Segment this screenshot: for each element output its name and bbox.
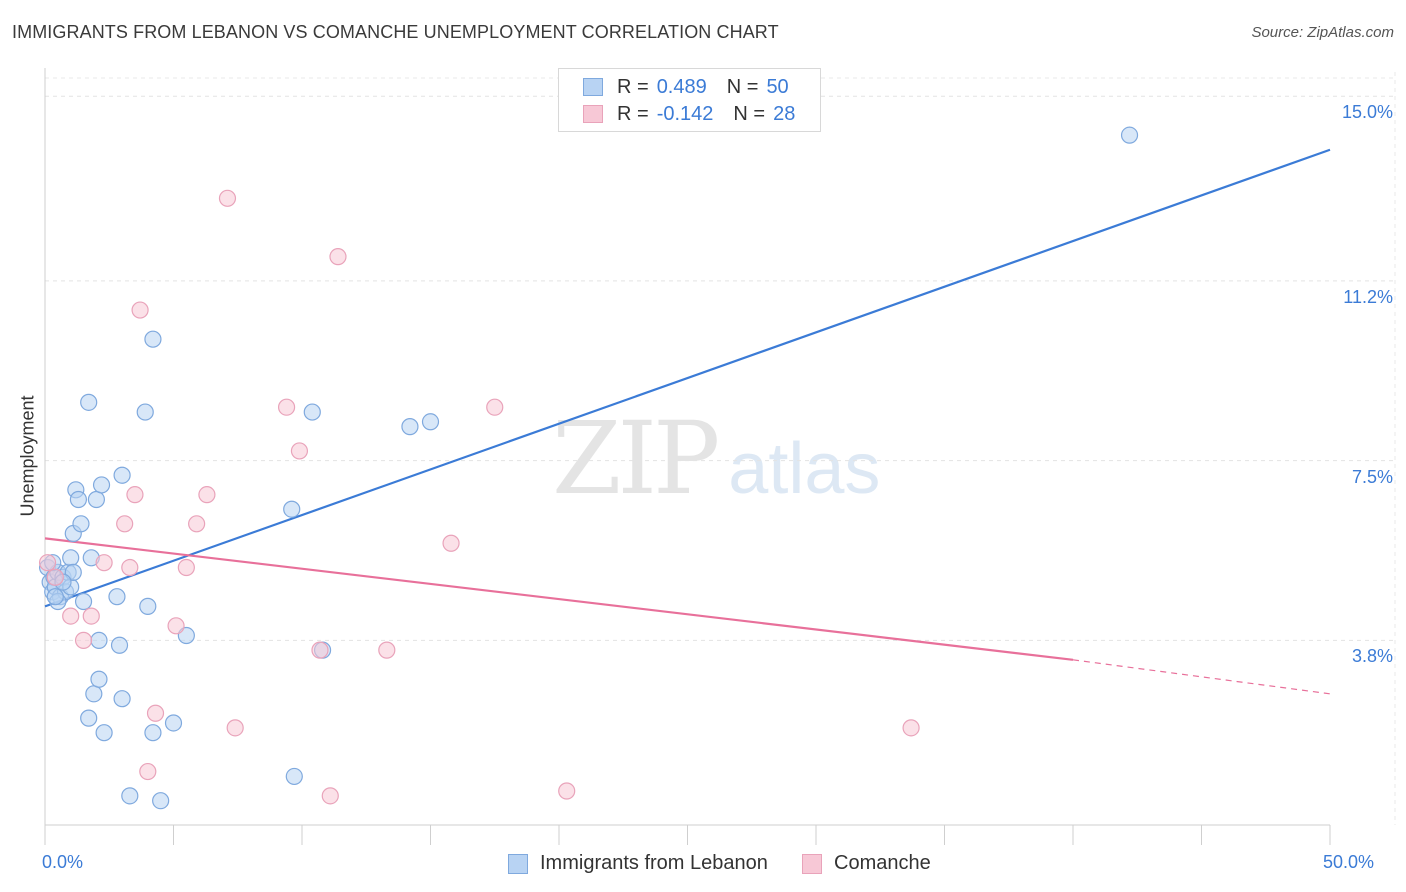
legend-n-value: 50 [766,75,789,98]
legend-n-label: N = [733,102,766,125]
trend-lines [44,148,1331,695]
y-tick-label: 15.0% [1341,102,1393,123]
bottom-legend-label: Comanche [834,852,931,874]
point-lebanon [303,403,321,421]
point-comanche [329,248,347,266]
point-lebanon [95,724,113,742]
point-comanche [139,762,157,781]
point-lebanon [74,592,93,611]
point-lebanon [1120,126,1139,144]
point-lebanon [285,767,303,786]
point-comanche [311,641,329,659]
trend-line-comanche-extrapolated [1072,659,1331,695]
point-comanche [38,554,57,572]
point-comanche [167,617,185,635]
point-comanche [902,719,920,737]
bottom-legend-lebanon: Immigrants from Lebanon [508,852,768,875]
y-tick-label: 7.5% [1351,466,1393,487]
trend-line-comanche [44,537,1074,661]
y-tick-label: 3.8% [1351,646,1393,667]
point-comanche [46,568,64,586]
point-lebanon [421,413,440,431]
legend-n-value: 28 [773,102,796,125]
point-comanche [277,398,296,416]
watermark-atlas: atlas [728,429,881,509]
point-comanche [188,515,206,533]
point-comanche [131,301,149,319]
point-lebanon [136,403,154,421]
point-comanche [62,607,80,625]
point-lebanon [110,636,129,654]
point-lebanon [139,597,157,615]
x-tick-label-max: 50.0% [1323,852,1375,872]
point-lebanon [62,549,80,567]
point-lebanon [72,515,90,533]
point-lebanon [90,670,108,688]
source-label: Source: ZipAtlas.com [1251,24,1394,41]
bottom-legend-comanche: Comanche [802,852,931,875]
bottom-legend-swatch-pink [802,853,822,874]
point-lebanon [85,685,103,703]
point-comanche [177,558,195,577]
point-comanche [116,515,134,533]
axes [44,68,1331,845]
watermark: ZIP atlas [552,400,880,517]
point-comanche [126,486,144,504]
point-comanche [290,442,309,460]
point-lebanon [108,588,126,606]
point-comanche [121,558,139,577]
point-comanche [198,486,216,504]
point-comanche [321,787,339,805]
point-lebanon [164,714,183,732]
y-tick-label: 11.2% [1343,286,1393,307]
point-lebanon [90,631,108,649]
point-lebanon [80,709,98,727]
legend-r-value: 0.489 [656,75,707,98]
point-comanche [82,607,100,625]
legend-swatch-pink [583,105,603,123]
legend-swatch-blue [583,78,603,96]
point-lebanon [92,476,111,494]
point-lebanon [80,393,98,411]
point-comanche [146,704,165,722]
trend-line-lebanon [44,148,1331,608]
point-comanche [378,641,396,659]
stats-legend: R = 0.489 N = 50 R = -0.142 N = 28 [558,68,821,132]
point-lebanon [121,787,139,805]
point-lebanon [113,466,131,484]
point-lebanon [401,418,419,436]
point-comanche [226,719,244,737]
point-lebanon [69,490,88,509]
legend-row-comanche: R = -0.142 N = 28 [583,102,795,126]
point-lebanon [283,500,301,518]
point-comanche [74,631,93,649]
point-comanche [218,189,237,207]
point-comanche [558,782,576,800]
chart-title: IMMIGRANTS FROM LEBANON VS COMANCHE UNEM… [12,22,779,42]
data-points [38,126,1139,810]
point-comanche [442,534,460,552]
legend-row-lebanon: R = 0.489 N = 50 [583,75,789,99]
legend-r-label: R = [617,75,649,98]
legend-r-value: -0.142 [656,102,714,125]
bottom-legend-label: Immigrants from Lebanon [540,852,768,874]
legend-r-label: R = [617,102,649,125]
point-comanche [486,398,504,416]
grid-lines [45,72,1396,825]
point-lebanon [113,690,131,708]
point-lebanon [87,490,106,509]
legend-n-label: N = [726,75,759,98]
point-lebanon [46,588,64,606]
point-lebanon [152,792,170,810]
point-lebanon [144,330,162,348]
y-axis-label: Unemployment [17,395,38,517]
x-tick-label-min: 0.0% [42,852,84,872]
watermark-zip: ZIP [552,400,720,517]
bottom-legend-swatch-blue [508,853,528,874]
point-comanche [95,554,113,572]
point-lebanon [144,724,162,742]
